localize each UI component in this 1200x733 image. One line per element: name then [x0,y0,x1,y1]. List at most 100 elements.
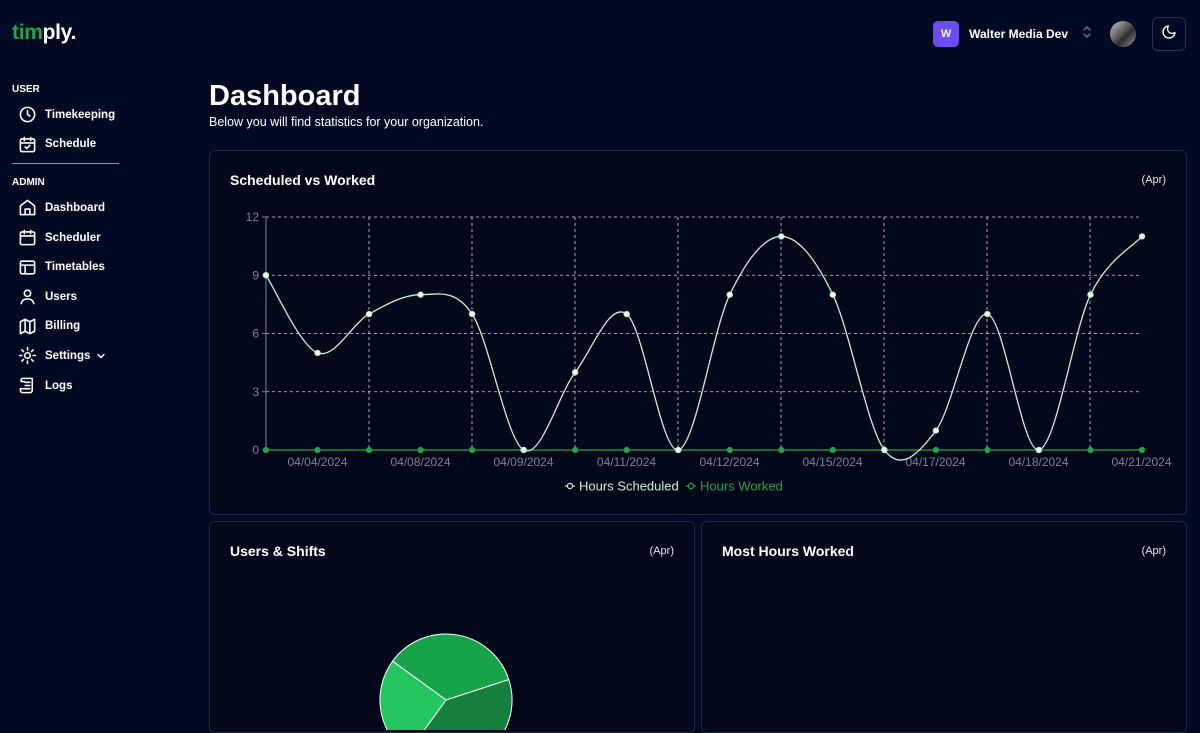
data-point [829,291,836,298]
card-title: Scheduled vs Worked [230,172,376,188]
data-point [881,446,888,454]
legend-marker-dot [566,482,574,490]
data-point [520,446,527,454]
y-tick-label: 6 [252,327,259,341]
data-point [1035,446,1043,454]
line-chart[interactable]: 0 3 6 9 12 04/04/2024 04/08/2024 04/09/2024 04/1… [210,151,1184,512]
data-point [984,310,991,318]
sidebar-item-label: Logs [45,379,73,392]
y-tick-label: 9 [252,268,259,282]
y-tick-label: 12 [246,210,260,224]
x-tick-label: 04/09/2024 [493,455,553,469]
sidebar-item-dashboard[interactable]: Dashboard [0,193,130,223]
data-point [675,446,682,454]
sidebar-item-label: Users [45,290,77,303]
card-period: (Apr) [649,545,674,557]
calendar-check-icon [19,136,36,153]
logo-part-tim: tim [12,21,43,44]
moon-icon [1161,24,1177,45]
sidebar-item-label: Timetables [45,261,105,274]
app-logo[interactable]: timply. [12,21,76,45]
data-point [417,291,424,298]
x-tick-label: 04/11/2024 [597,455,656,469]
org-switcher[interactable]: W Walter Media Dev [933,21,1092,47]
data-point [932,446,939,454]
data-point [572,446,579,454]
data-point [469,446,476,454]
sidebar-item-label: Scheduler [45,231,101,244]
data-point [417,446,424,454]
sidebar-item-users[interactable]: Users [0,282,130,312]
data-point [932,427,939,434]
sidebar: USER Timekeeping Schedule ADMIN Dashboar… [0,80,130,400]
data-point [262,446,270,454]
section-label-user: USER [12,84,40,95]
sidebar-item-label: Settings [45,349,91,362]
card-title: Most Hours Worked [722,543,854,559]
data-point [365,446,373,454]
x-tick-label: 04/04/2024 [287,455,347,469]
chevron-down-icon [97,353,106,359]
x-tick-label: 04/08/2024 [390,455,450,469]
data-point [1087,446,1094,454]
gear-icon [18,347,37,365]
x-tick-label: 04/12/2024 [699,455,759,469]
x-tick-label: 04/21/2024 [1111,455,1171,469]
org-name: Walter Media Dev [969,27,1068,41]
data-point [726,291,733,298]
x-tick-label: 04/17/2024 [905,455,965,469]
chevron-up-down-icon [1082,24,1092,45]
data-point [984,446,991,454]
series-hours-scheduled-line [265,235,1143,461]
data-point [365,310,373,318]
chart-grid [265,216,1142,451]
theme-toggle-button[interactable] [1152,17,1186,51]
sidebar-item-label: Billing [45,320,81,333]
sidebar-item-label: Schedule [45,138,97,151]
scroll-icon [19,377,34,394]
table-icon [19,260,36,275]
data-point [1138,446,1146,454]
data-point [829,446,836,454]
sidebar-divider [12,163,119,165]
card-period: (Apr) [1141,174,1166,186]
sidebar-item-billing[interactable]: Billing [0,312,130,342]
most-hours-worked-card: Most Hours Worked (Apr) [701,521,1187,733]
users-shifts-card: Users & Shifts (Apr) [209,521,695,733]
data-point [469,310,476,318]
user-avatar[interactable] [1110,21,1136,47]
data-point [572,369,579,376]
page-subtitle: Below you will find statistics for your … [209,115,484,129]
sidebar-item-settings[interactable]: Settings [0,341,130,371]
data-point [314,446,321,454]
pie-chart[interactable] [210,522,692,730]
data-point [778,233,785,240]
card-period: (Apr) [1141,545,1166,557]
sidebar-item-label: Dashboard [45,201,106,214]
data-point [1087,291,1094,298]
sidebar-item-logs[interactable]: Logs [0,371,130,401]
data-point [623,446,630,454]
page-title: Dashboard [209,80,361,112]
sidebar-item-label: Timekeeping [45,108,116,121]
card-title: Users & Shifts [230,543,326,559]
user-icon [20,289,35,305]
data-point [778,446,785,454]
pie-slice [391,633,510,701]
sidebar-item-timekeeping[interactable]: Timekeeping [0,100,130,130]
home-icon [19,200,36,216]
x-tick-label: 04/15/2024 [802,455,862,469]
legend-label: Hours Worked [700,479,783,494]
chart-legend: Hours Scheduled Hours Worked [565,479,783,494]
sidebar-item-schedule[interactable]: Schedule [0,130,130,160]
sidebar-item-scheduler[interactable]: Scheduler [0,223,130,253]
org-avatar: W [933,21,960,47]
data-point [262,272,270,279]
sidebar-item-timetables[interactable]: Timetables [0,252,130,282]
data-point [1138,233,1146,240]
topbar-right: W Walter Media Dev [933,17,1186,51]
logo-part-ply: ply. [42,21,77,44]
pie-slice [379,660,447,730]
section-label-admin: ADMIN [12,177,45,189]
data-point [623,310,630,318]
